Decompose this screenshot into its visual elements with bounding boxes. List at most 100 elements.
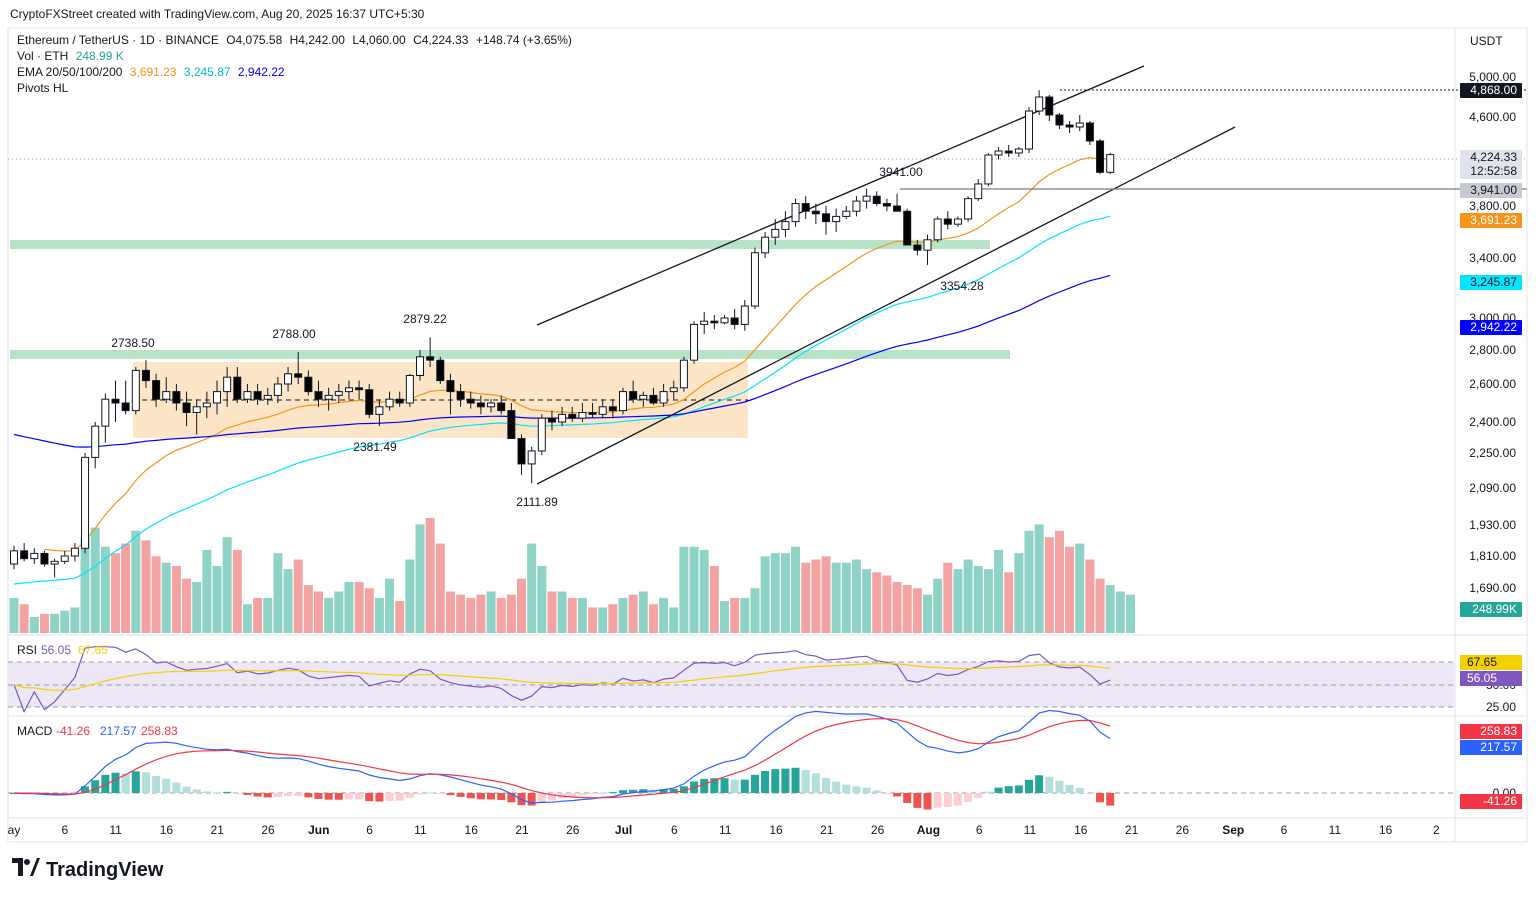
candle-body (20, 550, 29, 560)
macd-histogram-bar (1025, 779, 1033, 793)
tradingview-icon (12, 858, 40, 882)
candle-body (314, 391, 323, 400)
volume-bar (466, 597, 476, 633)
candle-body (405, 375, 414, 404)
macd-histogram-bar (568, 793, 577, 797)
macd-histogram-bar (111, 772, 120, 793)
candle-body (456, 391, 465, 400)
time-tick-label: 21 (1125, 823, 1139, 837)
volume-bar (1095, 578, 1105, 633)
rsi-ma-line (13, 662, 1111, 691)
volume-bar (273, 553, 283, 633)
volume-bar (892, 581, 902, 633)
ema20-value: 3,691.23 (129, 65, 177, 79)
pivots-legend[interactable]: Pivots HL (17, 81, 72, 95)
ema-legend[interactable]: EMA 20/50/100/200 3,691.23 3,245.87 2,94… (17, 65, 289, 79)
low-value: 4,060.00 (359, 33, 406, 47)
price-tick-label: 1,690.00 (1469, 581, 1516, 595)
close-value: 4,224.33 (421, 33, 469, 47)
volume-bar (557, 591, 567, 633)
candle-body (690, 323, 699, 361)
volume-bar (1126, 594, 1135, 633)
macd-histogram-bar (172, 782, 181, 793)
volume-bar (699, 549, 709, 633)
open-value: 4,075.58 (235, 33, 283, 47)
candle-body (588, 412, 597, 415)
volume-bar (730, 597, 740, 633)
symbol-name[interactable]: Ethereum / TetherUS · 1D · BINANCE (17, 33, 219, 47)
macd-histogram-bar (1065, 784, 1074, 793)
macd-histogram-bar (213, 792, 221, 794)
volume-bar (628, 594, 638, 633)
candle-body (304, 376, 313, 393)
macd-histogram-bar (943, 793, 952, 807)
candle-body (700, 320, 709, 325)
macd-histogram-bar (162, 778, 171, 793)
candle-body (923, 239, 932, 251)
macd-histogram-bar (1106, 793, 1115, 806)
volume-bar (395, 601, 405, 633)
macd-histogram-bar (152, 775, 161, 793)
macd-histogram-bar (598, 792, 607, 794)
macd-histogram-bar (273, 793, 282, 798)
macd-histogram-bar (913, 793, 922, 808)
candle-body (101, 398, 110, 427)
macd-histogram-bar (578, 793, 587, 796)
macd-histogram-bar (710, 778, 719, 793)
candle-body (263, 394, 272, 400)
price-tick-label: 4,600.00 (1469, 110, 1516, 124)
candle-body (517, 438, 526, 465)
macd-badge (1460, 740, 1522, 755)
candle-body (40, 552, 49, 565)
macd-histogram-bar (842, 784, 851, 793)
volume-bar (547, 591, 557, 633)
time-tick-label: 6 (976, 823, 983, 837)
candle-body (30, 552, 39, 560)
rsi-label: RSI (17, 643, 37, 657)
candle-body (476, 402, 485, 408)
volume-bar (111, 553, 120, 633)
macd-histogram-bar (487, 793, 496, 800)
support-zone-upper (10, 240, 990, 249)
candle-body (811, 210, 820, 215)
volume-bar (151, 556, 161, 633)
volume-bar (720, 601, 729, 633)
volume-bar (486, 591, 496, 633)
price-tick-label: 1,810.00 (1469, 549, 1516, 563)
macd-histogram-bar (314, 793, 323, 799)
candle-body (385, 398, 394, 408)
macd-histogram-badge (1460, 794, 1522, 809)
volume-bar (171, 565, 181, 633)
time-tick-label: 21 (820, 823, 834, 837)
candle-body (750, 252, 759, 307)
candle-body (213, 391, 221, 404)
volume-bar (1065, 546, 1075, 633)
candle-body (679, 359, 688, 389)
price-badge-bg (1460, 602, 1522, 617)
candle-body (375, 406, 384, 415)
candle-body (324, 394, 333, 400)
price-badge-pivot: 4,868.00 (1470, 83, 1517, 97)
candle-body (933, 218, 942, 241)
candle-body (832, 215, 841, 223)
volume-legend[interactable]: Vol · ETH 248.99 K (17, 49, 128, 63)
volume-bar (689, 546, 699, 633)
volume-bar (801, 562, 811, 633)
volume-bar (943, 562, 953, 633)
candle-body (872, 195, 881, 205)
candle-body (882, 203, 891, 207)
volume-bar (760, 556, 770, 633)
tradingview-logo[interactable]: TradingView (12, 858, 163, 882)
macd-histogram-bar (669, 788, 678, 793)
candle-body (141, 369, 150, 382)
macd-histogram-bar (233, 793, 242, 794)
volume-bar (324, 597, 334, 633)
macd-histogram-bar (629, 789, 638, 793)
volume-bar (202, 549, 212, 633)
time-tick-label: 26 (1176, 823, 1190, 837)
candle-body (578, 412, 587, 419)
macd-histogram-bar (304, 793, 313, 798)
candle-body (558, 413, 567, 423)
macd-histogram-bar (852, 786, 861, 793)
